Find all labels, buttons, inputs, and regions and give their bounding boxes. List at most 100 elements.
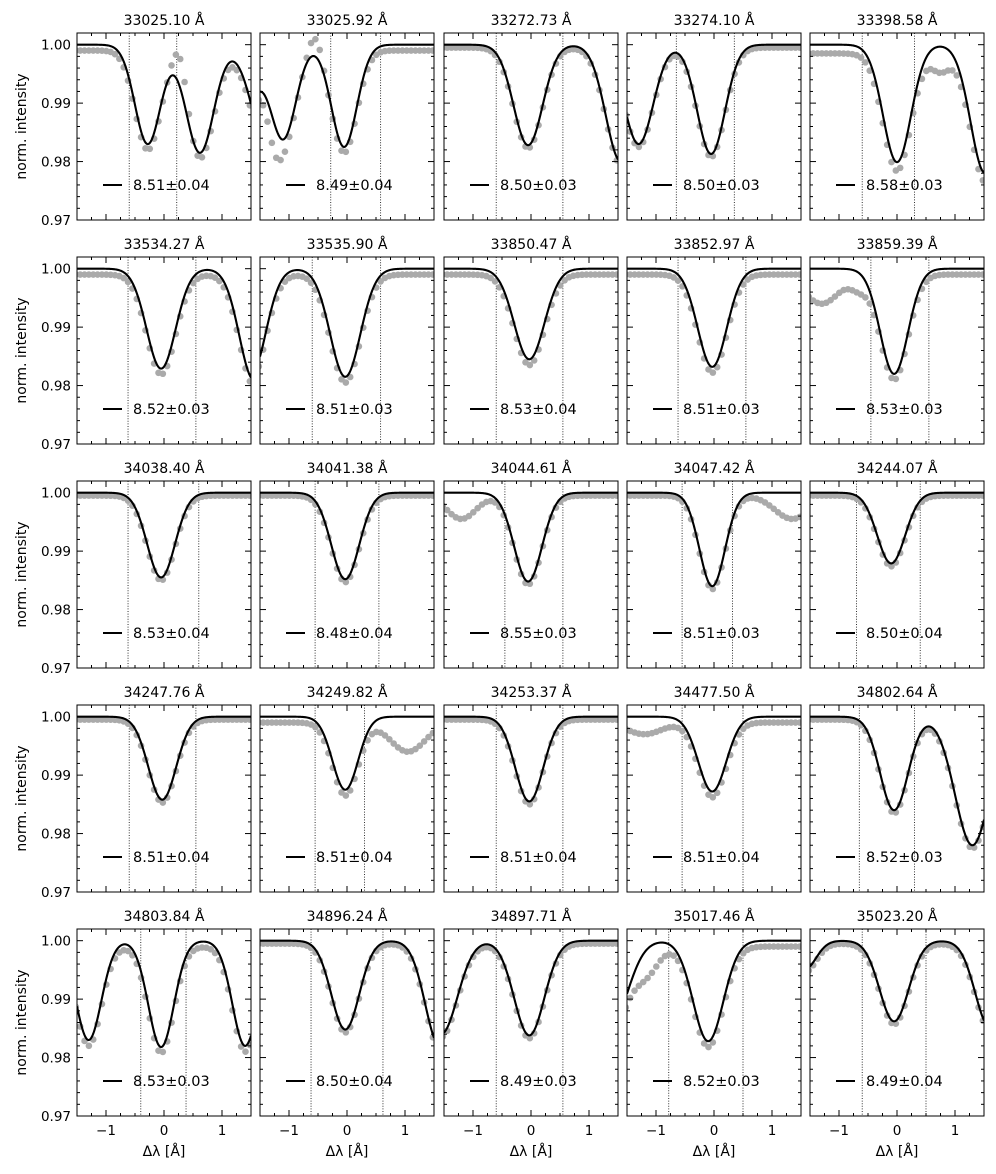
- y-tick-label: 0.97: [41, 437, 71, 453]
- plot-area: [627, 929, 801, 1116]
- abundance-label: 8.51±0.04: [316, 850, 393, 866]
- observed-point: [246, 492, 251, 499]
- observed-point: [526, 361, 534, 369]
- abundance-label: 8.52±0.03: [866, 850, 943, 866]
- observed-point: [613, 716, 618, 723]
- observed-point: [709, 793, 717, 801]
- plot-area: [77, 257, 251, 444]
- abundance-label: 8.53±0.03: [866, 402, 943, 418]
- fit-curve: [77, 491, 251, 579]
- observed-point: [176, 55, 184, 63]
- panel-16: 34247.76 Å 8.51±0.04 0.97 0.98 0.99 1.00 norm.…: [14, 684, 252, 901]
- panel-title: 34247.76 Å: [124, 684, 205, 701]
- observed-point: [342, 792, 350, 799]
- observed-point: [312, 723, 319, 731]
- observed-point: [857, 54, 865, 61]
- observed-point: [530, 357, 538, 364]
- observed-point: [444, 506, 451, 514]
- panel-6: 33534.27 Å 8.52±0.03 0.97 0.98 0.99 1.00 norm.…: [14, 236, 252, 453]
- observed-point: [181, 78, 188, 86]
- panel-22: 34896.24 Å 8.50±0.04 −1 0 1 Δλ [Å]: [259, 908, 435, 1160]
- observed-point: [386, 735, 393, 743]
- x-tick-label: 0: [343, 1123, 352, 1139]
- panel-5: 33398.58 Å 8.58±0.03: [809, 12, 985, 221]
- observed-point: [526, 800, 534, 808]
- observed-point: [312, 35, 319, 43]
- panel-4: 33274.10 Å 8.50±0.03: [626, 12, 802, 221]
- y-tick-label: 1.00: [41, 486, 71, 502]
- observed-point: [168, 62, 175, 69]
- panel-title: 33852.97 Å: [674, 236, 755, 253]
- panel-19: 34477.50 Å 8.51±0.04: [626, 684, 802, 893]
- observed-point: [342, 379, 350, 386]
- observed-point: [429, 492, 434, 499]
- y-tick-label: 0.97: [41, 885, 71, 901]
- observed-point: [635, 982, 643, 990]
- y-tick-label: 0.97: [41, 213, 71, 229]
- observed-point: [316, 46, 324, 54]
- x-axis-label: Δλ [Å]: [326, 1143, 369, 1160]
- observed-point: [713, 789, 721, 797]
- observed-point: [342, 148, 350, 156]
- observed-point: [124, 278, 132, 286]
- panel-title: 33274.10 Å: [674, 12, 755, 29]
- plot-area: [810, 481, 984, 668]
- abundance-label: 8.51±0.04: [133, 850, 210, 866]
- fit-curve: [444, 267, 618, 361]
- observed-point: [705, 1043, 712, 1051]
- fit-curve: [627, 491, 801, 588]
- abundance-label: 8.49±0.04: [866, 1074, 943, 1090]
- panel-20: 34802.64 Å 8.52±0.03: [809, 684, 985, 893]
- fit-curve: [810, 491, 984, 565]
- panel-8: 33850.47 Å 8.53±0.04: [443, 236, 619, 445]
- panel-25: 35023.20 Å 8.49±0.04 −1 0 1 Δλ [Å]: [809, 908, 985, 1160]
- panel-title: 34244.07 Å: [857, 460, 938, 477]
- fit-curve: [627, 939, 801, 1043]
- abundance-label: 8.51±0.04: [133, 178, 210, 194]
- observed-point: [674, 277, 682, 284]
- plot-area: [810, 705, 984, 892]
- observed-point: [381, 732, 389, 739]
- plot-area: [444, 33, 618, 220]
- x-tick-label: −1: [463, 1123, 483, 1139]
- observed-point: [796, 943, 801, 950]
- plot-area: [444, 705, 618, 892]
- observed-point: [342, 1029, 350, 1036]
- plot-area: [810, 257, 984, 444]
- panel-21: 34803.84 Å 8.53±0.03 0.97 0.98 0.99 1.00 norm.…: [14, 908, 252, 1160]
- observed-point: [469, 509, 477, 516]
- plot-area: [444, 481, 618, 668]
- fit-curve: [810, 715, 984, 847]
- panel-title: 33025.10 Å: [124, 12, 205, 29]
- abundance-label: 8.50±0.04: [316, 1074, 393, 1090]
- plot-area: [260, 929, 434, 1116]
- y-tick-label: 0.98: [41, 379, 71, 395]
- plot-area: [627, 257, 801, 444]
- observed-point: [429, 729, 434, 737]
- panel-1: 33025.10 Å 8.51±0.04 0.97 0.98 0.99 1.00 norm.…: [14, 12, 252, 229]
- plot-area: [627, 705, 801, 892]
- fit-curve: [444, 491, 618, 583]
- observed-point: [281, 148, 289, 156]
- x-tick-label: 1: [218, 1123, 227, 1139]
- fit-curve: [444, 939, 618, 1037]
- observed-point: [420, 738, 428, 745]
- observed-point: [709, 369, 717, 376]
- observed-point: [613, 940, 618, 947]
- panel-title: 34253.37 Å: [491, 684, 572, 701]
- panel-9: 33852.97 Å 8.51±0.03: [626, 236, 802, 445]
- panel-title: 34896.24 Å: [307, 908, 388, 925]
- panel-14: 34047.42 Å 8.51±0.03: [626, 460, 802, 669]
- panel-title: 34044.61 Å: [491, 460, 572, 477]
- observed-point: [810, 967, 813, 974]
- panel-24: 35017.46 Å 8.52±0.03 −1 0 1 Δλ [Å]: [626, 908, 802, 1160]
- observed-point: [979, 492, 984, 499]
- observed-point: [277, 156, 284, 164]
- observed-point: [796, 513, 801, 521]
- panel-title: 33859.39 Å: [857, 236, 938, 253]
- abundance-label: 8.51±0.03: [683, 402, 760, 418]
- panel-title: 34047.42 Å: [674, 460, 755, 477]
- fit-curve: [627, 43, 801, 156]
- fit-curve: [444, 715, 618, 803]
